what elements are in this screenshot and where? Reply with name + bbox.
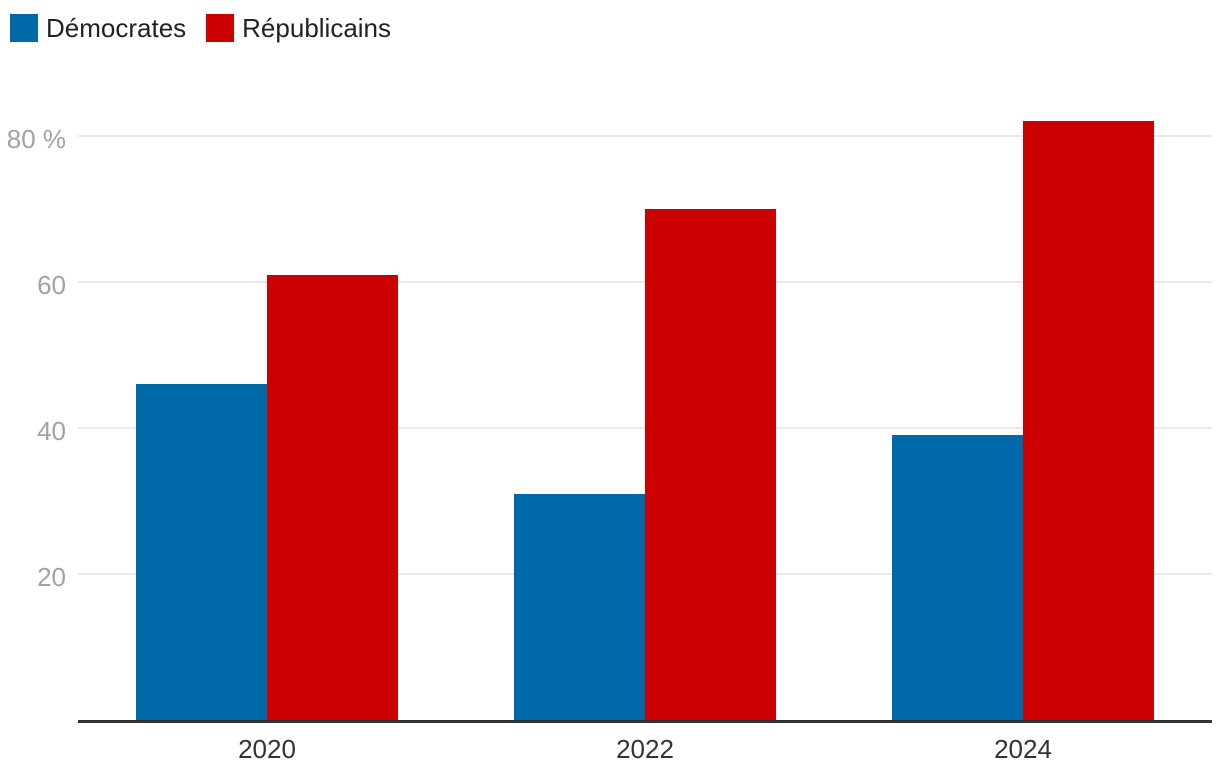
bar-democrates-2020 — [136, 384, 267, 720]
x-tick-label-2024: 2024 — [994, 734, 1052, 764]
bar-republicains-2020 — [267, 275, 398, 720]
legend-swatch-republicains-icon — [206, 14, 235, 42]
bar-republicains-2024 — [1023, 121, 1154, 720]
x-tick-label-2020: 2020 — [238, 734, 296, 764]
y-tick-label-80: 80 % — [6, 124, 66, 155]
legend-item-democrates: Démocrates — [10, 14, 186, 42]
bar-democrates-2022 — [514, 494, 645, 720]
legend-label-democrates: Démocrates — [46, 13, 187, 43]
y-tick-label-60: 60 — [37, 270, 66, 301]
y-tick-label-40: 40 — [37, 416, 66, 447]
y-tick-label-20: 20 — [37, 562, 66, 593]
legend-label-republicains: Républicains — [242, 13, 392, 43]
legend: Démocrates Républicains — [10, 14, 411, 42]
x-tick-label-2022: 2022 — [616, 734, 674, 764]
gridline-80 — [78, 135, 1212, 138]
legend-swatch-democrates-icon — [10, 14, 38, 42]
bar-democrates-2024 — [892, 435, 1023, 720]
legend-item-republicains: Républicains — [206, 14, 391, 42]
plot-area — [78, 88, 1212, 723]
bar-republicains-2022 — [645, 209, 776, 720]
